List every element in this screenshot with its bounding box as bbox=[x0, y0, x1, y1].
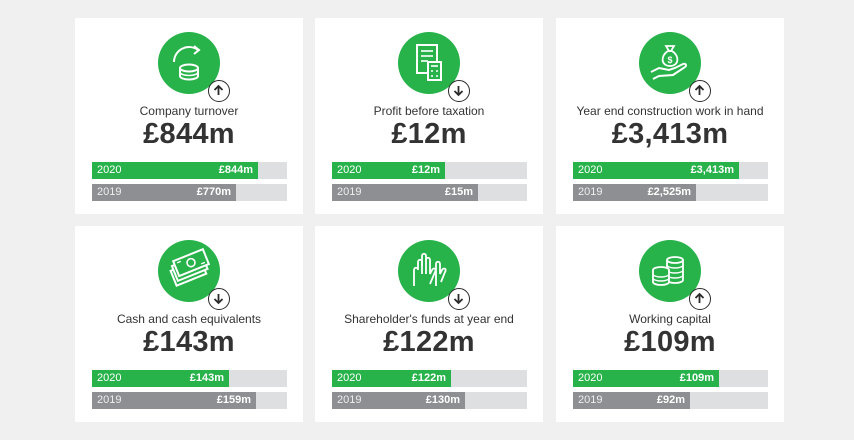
down-arrow-icon bbox=[448, 288, 470, 310]
up-arrow-icon bbox=[208, 80, 230, 102]
kpi-card-working-capital: Working capital £109m 2020 £109m 2019 £9… bbox=[556, 226, 784, 422]
bar-year-label: 2020 bbox=[97, 164, 122, 176]
bar-amount-label: £143m bbox=[189, 372, 224, 384]
svg-text:$: $ bbox=[667, 55, 672, 65]
bar-fill-2020 bbox=[573, 370, 719, 387]
bar-amount-label: £770m bbox=[196, 186, 231, 198]
bar-fill-2019 bbox=[92, 392, 256, 409]
bar-fill-2019 bbox=[573, 392, 690, 409]
bar-2019: 2019 £92m bbox=[573, 392, 768, 409]
bar-year-label: 2019 bbox=[578, 186, 603, 198]
kpi-icon-wrap: $ bbox=[639, 32, 711, 102]
bar-year-label: 2019 bbox=[337, 394, 362, 406]
bar-amount-label: £3,413m bbox=[690, 164, 734, 176]
bar-2020: 2020 £3,413m bbox=[573, 162, 768, 179]
kpi-value: £109m bbox=[624, 326, 716, 358]
up-arrow-icon bbox=[689, 80, 711, 102]
bar-year-label: 2020 bbox=[578, 164, 603, 176]
kpi-label: Year end construction work in hand bbox=[576, 104, 764, 118]
bar-2019: 2019 £130m bbox=[332, 392, 527, 409]
bar-amount-label: £109m bbox=[679, 372, 714, 384]
bar-fill-2020 bbox=[332, 370, 451, 387]
kpi-label: Working capital bbox=[629, 312, 711, 326]
kpi-label: Cash and cash equivalents bbox=[116, 312, 262, 326]
bar-2020: 2020 £109m bbox=[573, 370, 768, 387]
bar-year-label: 2020 bbox=[97, 372, 122, 384]
bar-fill-2020 bbox=[573, 162, 739, 179]
kpi-value: £122m bbox=[383, 326, 475, 358]
bar-amount-label: £15m bbox=[444, 186, 473, 198]
bar-fill-2020 bbox=[332, 162, 445, 179]
kpi-card-shareholders-funds: Shareholder's funds at year end £122m 20… bbox=[315, 226, 543, 422]
bar-year-label: 2019 bbox=[578, 394, 603, 406]
bar-fill-2019 bbox=[92, 184, 236, 201]
bar-year-label: 2020 bbox=[337, 372, 362, 384]
kpi-icon-wrap bbox=[639, 240, 711, 310]
bar-2019: 2019 £770m bbox=[92, 184, 287, 201]
bar-2020: 2020 £122m bbox=[332, 370, 527, 387]
cropped-section-heading bbox=[0, 0, 854, 8]
down-arrow-icon bbox=[208, 288, 230, 310]
bar-2019: 2019 £159m bbox=[92, 392, 287, 409]
down-arrow-icon bbox=[448, 80, 470, 102]
kpi-card-company-turnover: Company turnover £844m 2020 £844m 2019 £… bbox=[75, 18, 303, 214]
bar-amount-label: £92m bbox=[656, 394, 685, 406]
bar-2019: 2019 £2,525m bbox=[573, 184, 768, 201]
kpi-value: £12m bbox=[391, 118, 467, 150]
kpi-icon-wrap bbox=[158, 32, 230, 102]
kpi-icon-wrap bbox=[398, 32, 470, 102]
kpi-icon-wrap bbox=[398, 240, 470, 310]
bar-fill-2019 bbox=[573, 184, 696, 201]
kpi-value: £3,413m bbox=[611, 118, 729, 150]
bar-2020: 2020 £12m bbox=[332, 162, 527, 179]
bar-2019: 2019 £15m bbox=[332, 184, 527, 201]
up-arrow-icon bbox=[689, 288, 711, 310]
kpi-value: £143m bbox=[143, 326, 235, 358]
kpi-label: Shareholder's funds at year end bbox=[344, 312, 514, 326]
bar-year-label: 2019 bbox=[97, 394, 122, 406]
kpi-label: Profit before taxation bbox=[373, 104, 485, 118]
bar-fill-2020 bbox=[92, 162, 258, 179]
bar-amount-label: £2,525m bbox=[647, 186, 691, 198]
bar-2020: 2020 £844m bbox=[92, 162, 287, 179]
partial-heading-text bbox=[80, 0, 230, 3]
bar-year-label: 2020 bbox=[337, 164, 362, 176]
kpi-value: £844m bbox=[143, 118, 235, 150]
bar-fill-2020 bbox=[92, 370, 229, 387]
kpi-card-profit-before-taxation: Profit before taxation £12m 2020 £12m 20… bbox=[315, 18, 543, 214]
bar-2020: 2020 £143m bbox=[92, 370, 287, 387]
bar-amount-label: £12m bbox=[411, 164, 440, 176]
bar-fill-2019 bbox=[332, 392, 465, 409]
bar-fill-2019 bbox=[332, 184, 478, 201]
bar-year-label: 2019 bbox=[337, 186, 362, 198]
bar-year-label: 2019 bbox=[97, 186, 122, 198]
bar-amount-label: £122m bbox=[411, 372, 446, 384]
kpi-card-cash-and-cash-equivalents: Cash and cash equivalents £143m 2020 £14… bbox=[75, 226, 303, 422]
bar-amount-label: £844m bbox=[218, 164, 253, 176]
coins-refresh-icon bbox=[158, 32, 220, 94]
kpi-card-construction-work-in-hand: $ Year end construction work in hand £3,… bbox=[556, 18, 784, 214]
bar-amount-label: £159m bbox=[216, 394, 251, 406]
bar-amount-label: £130m bbox=[425, 394, 460, 406]
bar-year-label: 2020 bbox=[578, 372, 603, 384]
kpi-label: Company turnover bbox=[139, 104, 239, 118]
kpi-icon-wrap bbox=[158, 240, 230, 310]
